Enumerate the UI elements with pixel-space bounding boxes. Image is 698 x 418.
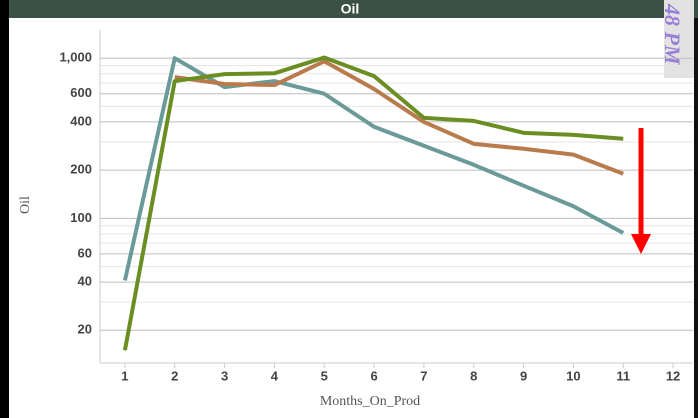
left-border [0, 0, 9, 418]
x-tick-label: 5 [321, 368, 328, 383]
y-tick-label: 200 [70, 162, 92, 177]
right-border [694, 18, 698, 418]
x-tick-label: 11 [616, 368, 630, 383]
y-tick-label: 60 [78, 245, 92, 260]
x-tick-label: 2 [171, 368, 178, 383]
x-tick-label: 4 [271, 368, 279, 383]
y-axis-label: Oil [18, 196, 33, 214]
x-axis-label: Months_On_Prod [320, 394, 420, 409]
x-tick-label: 6 [370, 368, 377, 383]
x-tick-label: 8 [470, 368, 477, 383]
overlay-time: 48 PM [660, 3, 685, 66]
arrow-head [631, 234, 651, 254]
x-tick-label: 1 [121, 368, 128, 383]
y-tick-label: 20 [78, 322, 92, 337]
x-tick-label: 10 [566, 368, 580, 383]
x-tick-label: 9 [520, 368, 527, 383]
chart-title: Oil [341, 1, 360, 17]
y-tick-label: 100 [70, 210, 92, 225]
overlay-box [664, 0, 694, 78]
series-line [122, 56, 625, 281]
series-line [174, 59, 624, 176]
series-line [122, 55, 624, 351]
grid [100, 57, 693, 331]
y-tick-label: 1,000 [59, 50, 92, 65]
y-tick-label: 40 [78, 274, 92, 289]
x-tick-label: 7 [420, 368, 427, 383]
x-tick-label: 12 [666, 368, 680, 383]
x-tick-label: 3 [221, 368, 228, 383]
header-bar [9, 0, 698, 18]
y-tick-label: 600 [70, 85, 92, 100]
plot [122, 55, 625, 351]
y-tick-label: 400 [70, 113, 92, 128]
